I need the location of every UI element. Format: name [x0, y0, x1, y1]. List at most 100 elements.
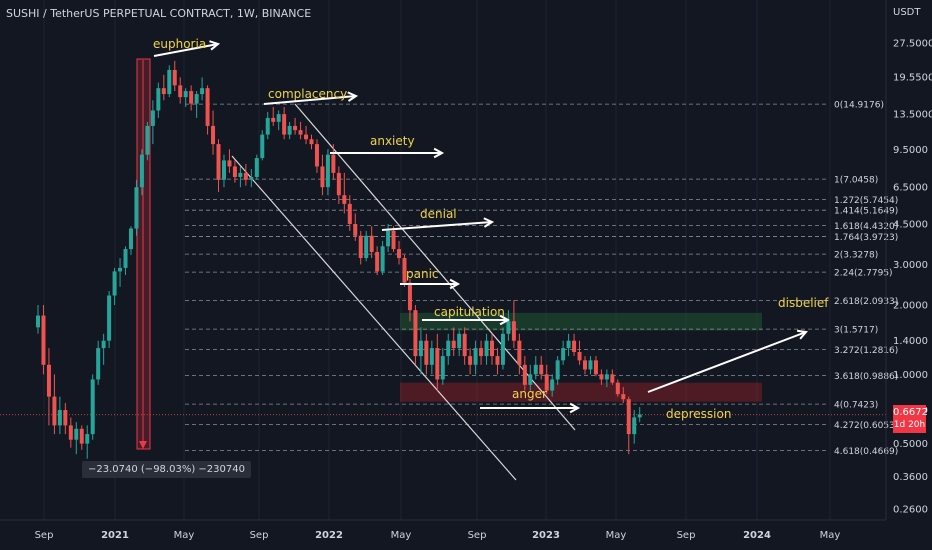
- measure-arrowhead: [139, 441, 147, 449]
- candle-body: [561, 348, 566, 361]
- candle-body: [90, 379, 95, 435]
- candle-body: [429, 348, 434, 365]
- candle-body: [544, 374, 549, 391]
- candle-body: [260, 134, 265, 159]
- candle-body: [221, 160, 226, 180]
- candle-body: [276, 114, 281, 122]
- fib-label: 2.618(2.0933): [834, 297, 898, 307]
- fib-label: 1.764(3.9723): [834, 233, 898, 243]
- candle-body: [63, 409, 68, 426]
- candle-body: [386, 230, 391, 247]
- candle-body: [194, 94, 199, 104]
- annotation-label: anger: [512, 387, 547, 401]
- y-tick-label: 27.5000: [893, 39, 932, 50]
- candle-body: [145, 125, 150, 155]
- candle-body: [358, 235, 363, 259]
- candle-body: [232, 166, 237, 177]
- candle-body: [342, 195, 347, 204]
- annotation-label: complacency: [268, 87, 347, 101]
- x-tick-label: Sep: [250, 530, 269, 541]
- y-tick-label: 2.0000: [893, 301, 928, 312]
- candle-body: [189, 91, 194, 104]
- candle-body: [353, 223, 358, 236]
- candle-body: [227, 160, 232, 167]
- y-tick-label: 9.5000: [893, 145, 928, 156]
- candle-body: [593, 360, 598, 375]
- fib-label: 4.618(0.4669): [834, 447, 898, 457]
- y-tick-label: 0.5000: [893, 439, 928, 450]
- candle-body: [271, 117, 276, 122]
- fib-label: 3.272(1.2816): [834, 346, 898, 356]
- candle-body: [539, 364, 544, 375]
- candle-body: [572, 340, 577, 353]
- annotation-arrowhead: [796, 329, 808, 340]
- candle-body: [468, 356, 473, 365]
- x-tick-label: Sep: [468, 530, 487, 541]
- fib-label: 1.618(4.4320): [834, 222, 898, 232]
- y-tick-label: 3.0000: [893, 260, 928, 271]
- candle-body: [243, 172, 248, 180]
- candle-body: [156, 88, 161, 111]
- candle-body: [490, 340, 495, 357]
- candle-body: [85, 434, 90, 444]
- candle-body: [402, 258, 407, 283]
- annotation-arrowhead: [483, 217, 495, 228]
- candle-body: [479, 348, 484, 357]
- candle-body: [298, 130, 303, 135]
- candle-body: [74, 428, 79, 440]
- chart-title: SUSHI / TetherUS PERPETUAL CONTRACT, 1W,…: [6, 7, 312, 20]
- candle-body: [101, 340, 106, 349]
- candle-body: [391, 230, 396, 250]
- candle-body: [462, 333, 467, 357]
- candle-body: [46, 364, 51, 397]
- candle-body: [254, 158, 259, 177]
- fib-label: 1.414(5.1649): [834, 207, 898, 217]
- candle-body: [637, 414, 642, 418]
- channel-lower-line: [231, 155, 517, 481]
- candle-body: [68, 425, 73, 440]
- fib-label: 3(1.5717): [834, 326, 878, 336]
- fib-label: 1(7.0458): [834, 176, 878, 186]
- candle-body: [610, 374, 615, 383]
- annotation-arrow: [153, 43, 219, 57]
- candle-body: [375, 251, 380, 272]
- candle-body: [473, 348, 478, 365]
- annotations: euphoria complacency anxiety denial panic cap…: [153, 37, 829, 421]
- candles: [36, 60, 642, 459]
- candle-body: [424, 340, 429, 365]
- candle-body: [331, 154, 336, 173]
- annotation-label: euphoria: [153, 37, 206, 51]
- candle-body: [52, 396, 57, 426]
- candle-body: [128, 228, 133, 250]
- candle-body: [583, 360, 587, 370]
- candle-body: [287, 125, 292, 135]
- candle-body: [320, 166, 325, 188]
- fib-label: 3.618(0.9886): [834, 372, 898, 382]
- fib-label: 2(3.3278): [834, 251, 878, 261]
- grid: [43, 0, 831, 520]
- candle-body: [413, 310, 418, 357]
- candle-body: [112, 271, 117, 296]
- annotation-arrowhead: [499, 314, 511, 326]
- x-tick-label: 2023: [532, 530, 560, 541]
- annotation-label: disbelief: [778, 296, 829, 310]
- candle-body: [238, 172, 243, 177]
- candle-body: [457, 333, 462, 349]
- candle-body: [615, 382, 620, 395]
- candle-body: [621, 394, 626, 400]
- candle-body: [440, 356, 445, 380]
- candle-body: [150, 110, 155, 126]
- annotation-arrowhead: [433, 147, 445, 159]
- candle-body: [446, 340, 451, 357]
- y-tick-label: 13.5000: [893, 110, 932, 121]
- candle-body: [161, 88, 166, 95]
- candle-body: [36, 315, 40, 328]
- fib-label: 0(14.9176): [834, 101, 884, 111]
- supply-zone: [400, 312, 762, 331]
- candle-body: [588, 360, 593, 370]
- y-tick-label: 0.2600: [893, 505, 928, 516]
- fib-label: 1.272(5.7454): [834, 196, 898, 206]
- unit-label: USDT: [893, 7, 921, 18]
- annotation-arrowhead: [209, 40, 221, 51]
